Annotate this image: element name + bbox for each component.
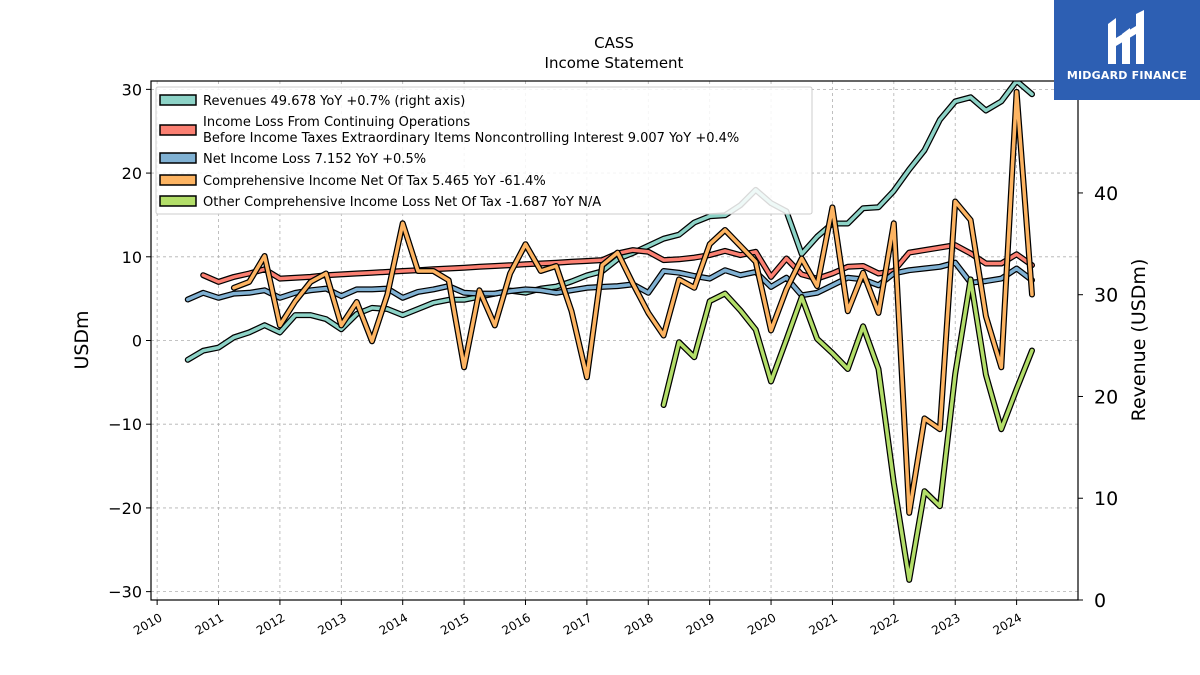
y-tick-label: 20 <box>122 164 142 183</box>
y-tick-label: 30 <box>122 80 142 99</box>
y-tick-label: −20 <box>108 499 142 518</box>
x-tick-label: 2024 <box>991 610 1024 637</box>
x-tick-label: 2019 <box>684 610 717 637</box>
logo-mark-icon <box>1108 10 1144 64</box>
y-axis-label: USDm <box>71 310 93 369</box>
series-layer <box>184 81 1035 583</box>
legend-swatch <box>159 124 197 136</box>
legend: Revenues 49.678 YoY +0.7% (right axis) In… <box>155 86 813 215</box>
legend-label: Income Loss From Continuing Operations Be… <box>203 115 739 146</box>
x-tick-label: 2023 <box>929 610 962 637</box>
series-line <box>661 277 1034 582</box>
series-3 <box>230 88 1035 516</box>
legend-swatch <box>159 174 197 186</box>
x-tick-label: 2016 <box>500 610 533 637</box>
chart-title: CASS <box>594 34 634 52</box>
x-tick-label: 2022 <box>868 610 901 637</box>
x-tick-label: 2012 <box>254 610 287 637</box>
y-tick-label: 0 <box>132 332 142 351</box>
legend-swatch <box>159 94 197 106</box>
logo-text: MIDGARD FINANCE <box>1066 69 1188 82</box>
legend-label: Revenues 49.678 YoY +0.7% (right axis) <box>203 94 465 109</box>
x-tick-label: 2014 <box>377 610 410 637</box>
y2-tick-label: 10 <box>1094 488 1118 510</box>
x-tick-label: 2017 <box>561 610 594 637</box>
legend-label: Comprehensive Income Net Of Tax 5.465 Yo… <box>203 174 546 189</box>
series-4 <box>660 276 1035 583</box>
y2-axis-label: Revenue (USDm) <box>1128 259 1150 422</box>
x-tick-label: 2010 <box>131 610 164 637</box>
legend-swatch <box>159 195 197 207</box>
brand-logo: MIDGARD FINANCE <box>1054 0 1200 100</box>
legend-swatch <box>159 152 197 164</box>
x-tick-label: 2013 <box>315 610 348 637</box>
y-tick-label: −10 <box>108 415 142 434</box>
y2-tick-label: 30 <box>1094 285 1118 307</box>
legend-box <box>155 86 813 215</box>
x-tick-label: 2015 <box>438 610 471 637</box>
y2-tick-label: 20 <box>1094 386 1118 408</box>
series-line <box>186 81 1034 362</box>
x-tick-label: 2011 <box>193 610 226 637</box>
series-line <box>232 90 1034 515</box>
y-tick-label: −30 <box>108 583 142 602</box>
x-tick-label: 2018 <box>622 610 655 637</box>
x-tick-label: 2021 <box>806 610 839 637</box>
legend-label: Other Comprehensive Income Loss Net Of T… <box>203 195 601 210</box>
legend-label: Net Income Loss 7.152 YoY +0.5% <box>203 152 426 167</box>
series-0 <box>184 81 1035 363</box>
x-tick-label: 2020 <box>745 610 778 637</box>
y2-tick-label: 40 <box>1094 183 1118 205</box>
y2-tick-label: 0 <box>1094 590 1106 612</box>
chart-subtitle: Income Statement <box>545 54 684 72</box>
y-tick-label: 10 <box>122 248 142 267</box>
